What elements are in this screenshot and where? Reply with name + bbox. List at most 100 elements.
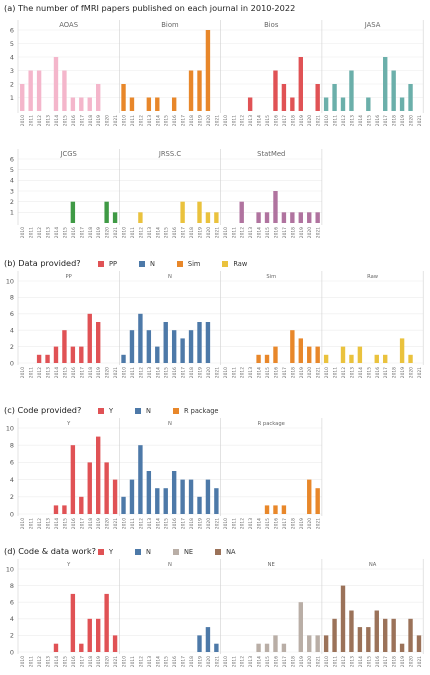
y-tick-label: 2	[10, 80, 14, 88]
x-tick-label: 2017	[282, 115, 288, 126]
y-tick-label: 2	[10, 343, 14, 351]
section-d-title: (d) Code & data work?	[4, 546, 96, 556]
legend-label: PP	[109, 260, 117, 268]
x-tick-label: 2020	[409, 656, 415, 667]
x-tick-label: 2021	[316, 367, 322, 378]
bar-n-2014	[155, 346, 160, 363]
bar-jasa-2018	[391, 70, 396, 111]
bar-bios-2018	[290, 97, 295, 111]
x-tick-label: 2017	[181, 518, 187, 529]
bar-aoas-2011	[28, 70, 33, 111]
x-tick-label: 2011	[231, 227, 237, 238]
panel-n: N 2010 2011 2012 2013 2014 2015 2016 2017 2018 201…	[119, 559, 221, 667]
x-tick-label: 2014	[54, 656, 60, 667]
x-tick-label: 2020	[105, 656, 111, 667]
x-tick-label: 2021	[113, 367, 119, 378]
x-tick-label: 2013	[147, 518, 153, 529]
bar-ne-2021	[315, 635, 320, 652]
bar-na-2014	[357, 627, 363, 652]
panel-header: JCGS	[59, 150, 76, 158]
panel-jcgs: JCGS 2010 2011 2012 2013 2014 2015 2016 2017 2018…	[17, 149, 120, 238]
bar-jrss-c-2012	[138, 212, 143, 223]
bar-y-2021	[112, 635, 118, 652]
bar-n-2010	[121, 496, 126, 514]
y-tick-label: 0	[10, 648, 14, 656]
x-tick-label: 2019	[400, 367, 406, 378]
bar-sim-2019	[298, 338, 303, 363]
legend-label: NA	[226, 548, 236, 556]
bar-aoas-2019	[96, 84, 101, 111]
x-tick-label: 2014	[257, 367, 263, 378]
bar-bios-2019	[298, 57, 303, 111]
bar-n-2016	[171, 471, 177, 514]
bar-pp-2019	[96, 322, 101, 363]
y-tick-label: 6	[10, 310, 14, 318]
bar-jasa-2017	[383, 57, 388, 111]
bar-n-2018	[188, 330, 194, 363]
bar-y-2019	[96, 436, 101, 514]
bar-statmed-2018	[290, 212, 295, 223]
x-tick-label: 2017	[383, 115, 389, 126]
x-tick-label: 2017	[181, 227, 187, 238]
x-tick-label: 2018	[392, 367, 398, 378]
x-tick-label: 2013	[46, 518, 52, 529]
x-tick-label: 2016	[172, 518, 178, 529]
x-tick-label: 2014	[257, 115, 263, 126]
legend-item-na: NA	[215, 548, 236, 556]
x-tick-label: 2014	[54, 518, 60, 529]
panel-header: Sim	[266, 274, 276, 280]
legend-label: R package	[183, 407, 219, 415]
bar-n-2010	[121, 354, 126, 363]
legend-swatch	[172, 549, 179, 555]
bar-aoas-2018	[87, 97, 92, 111]
x-tick-label: 2020	[206, 115, 212, 126]
x-tick-label: 2012	[37, 656, 43, 667]
x-tick-label: 2021	[113, 518, 119, 529]
y-tick-label: 5	[10, 40, 14, 48]
bar-biom-2014	[155, 97, 160, 111]
x-tick-label: 2016	[273, 227, 279, 238]
x-tick-label: 2020	[206, 227, 212, 238]
x-tick-label: 2013	[248, 227, 254, 238]
bar-jcgs-2020	[104, 201, 109, 223]
x-tick-label: 2018	[392, 656, 398, 667]
x-tick-label: 2013	[349, 656, 355, 667]
legend-label: Y	[109, 407, 114, 415]
bar-ne-2019	[298, 602, 303, 652]
x-tick-label: 2019	[299, 115, 305, 126]
x-tick-label: 2016	[71, 656, 77, 667]
legend-label: NE	[183, 548, 194, 556]
panel-jasa: JASA 2010 2011 2012 2013 2014 2015 2016 2017 2018…	[321, 20, 424, 126]
x-tick-label: 2019	[197, 227, 203, 238]
bar-y-2017	[79, 643, 84, 652]
y-tick-label: 2	[10, 493, 14, 501]
bar-sim-2020	[307, 346, 312, 363]
x-tick-label: 2013	[248, 518, 254, 529]
bar-raw-2012	[340, 346, 346, 363]
x-tick-label: 2014	[54, 115, 60, 126]
bar-n-2012	[138, 445, 143, 514]
x-tick-label: 2016	[273, 367, 279, 378]
bar-statmed-2016	[273, 191, 278, 223]
bar-n-2020	[205, 479, 211, 514]
x-tick-label: 2016	[375, 656, 381, 667]
legend-swatch	[135, 408, 142, 414]
bar-jcgs-2016	[70, 201, 76, 223]
x-tick-label: 2010	[223, 227, 229, 238]
x-tick-label: 2020	[105, 227, 111, 238]
bar-jasa-2013	[349, 70, 354, 111]
x-tick-label: 2013	[147, 227, 153, 238]
section-a-title: (a) The number of fMRI papers published …	[4, 3, 296, 13]
bar-statmed-2015	[264, 212, 270, 223]
panel-header: Y	[66, 562, 71, 568]
y-tick-label: 4	[10, 615, 14, 623]
x-tick-label: 2021	[214, 656, 220, 667]
bar-na-2011	[332, 618, 337, 652]
x-tick-label: 2015	[164, 115, 170, 126]
x-tick-label: 2010	[122, 518, 128, 529]
x-tick-label: 2016	[172, 367, 178, 378]
x-tick-label: 2013	[46, 367, 52, 378]
x-tick-label: 2016	[375, 367, 381, 378]
bar-aoas-2010	[20, 84, 25, 111]
